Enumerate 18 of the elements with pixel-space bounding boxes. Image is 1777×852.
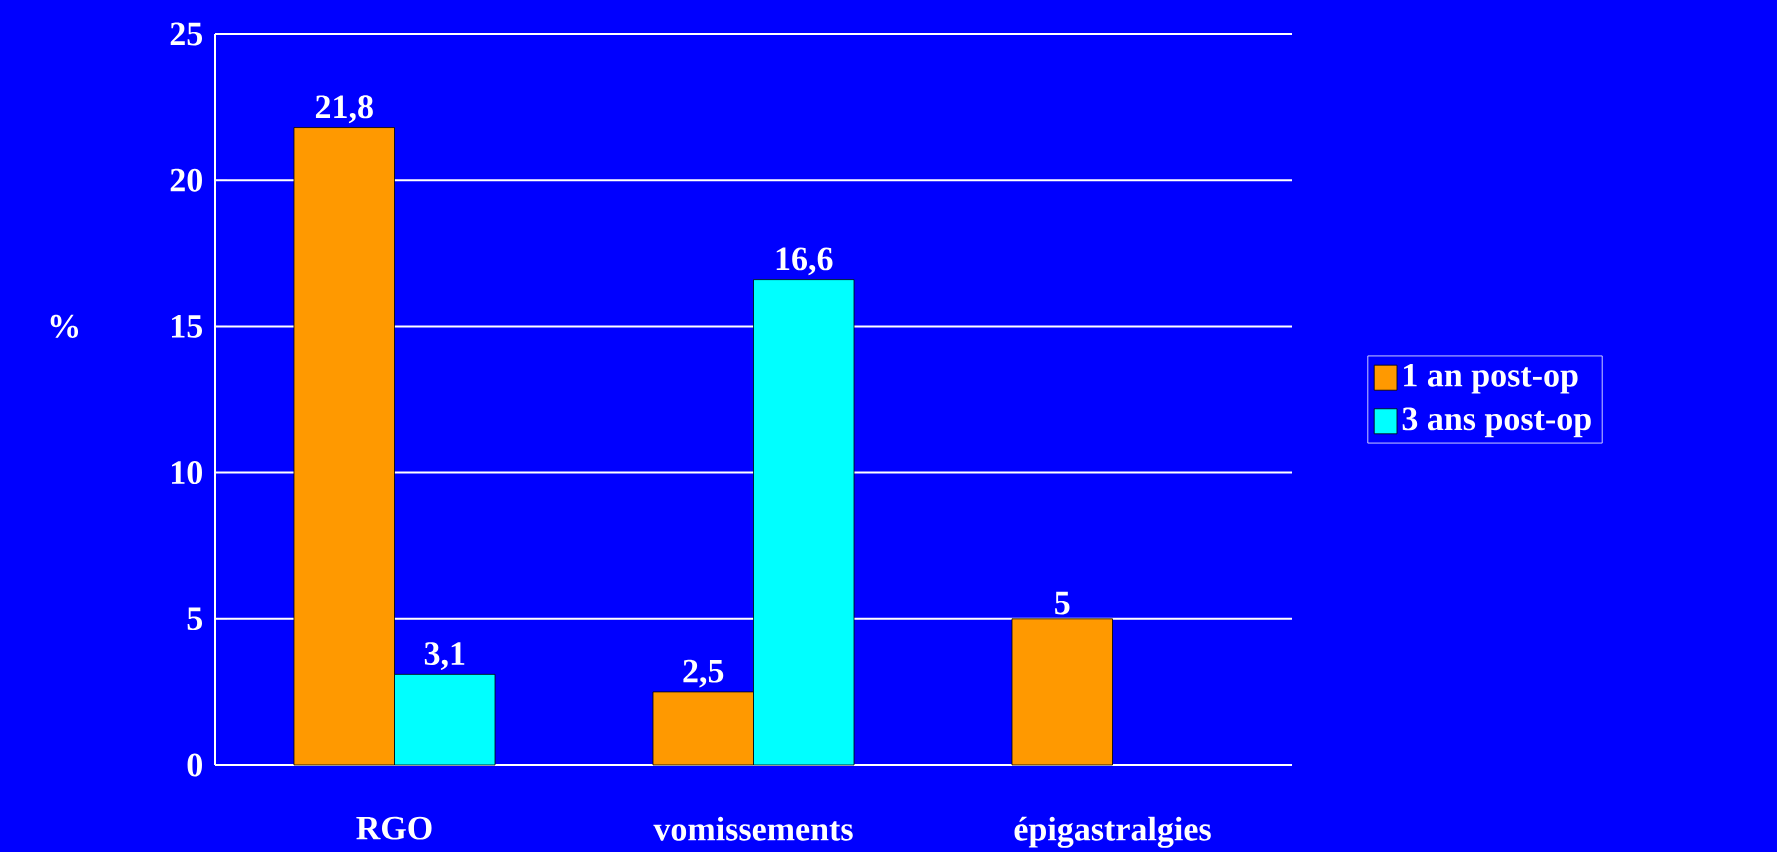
- x-tick-label: vomissements: [653, 816, 853, 841]
- data-label: 16,6: [776, 247, 833, 276]
- data-label: 2,5: [683, 659, 724, 688]
- y-tick-label: 20: [170, 168, 202, 192]
- y-tick-label: 15: [172, 315, 203, 338]
- y-tick-label: 5: [187, 607, 203, 631]
- legend-label: 1 an post-op: [1404, 363, 1578, 394]
- legend-label: 3 ans post-op: [1402, 407, 1591, 438]
- y-tick-label: 25: [170, 22, 203, 46]
- data-label: 5: [1055, 591, 1070, 615]
- x-tick-label: RGO: [356, 816, 432, 840]
- bar: [1011, 618, 1113, 766]
- data-label: 21,8: [315, 95, 373, 124]
- x-tick-label: épigastralgies: [1014, 816, 1211, 848]
- y-axis-title: %: [50, 314, 79, 338]
- y-tick-label: 10: [172, 461, 202, 485]
- y-tick-label: 0: [187, 753, 202, 777]
- data-label: 3,1: [424, 642, 465, 670]
